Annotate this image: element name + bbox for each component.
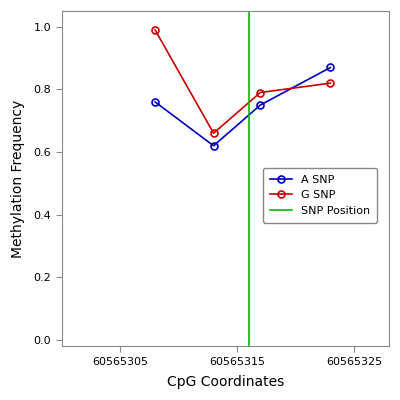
- Legend: A SNP, G SNP, SNP Position: A SNP, G SNP, SNP Position: [263, 168, 377, 222]
- A SNP: [211, 143, 216, 148]
- G SNP: [328, 81, 333, 86]
- G SNP: [153, 28, 158, 32]
- A SNP: [153, 100, 158, 104]
- A SNP: [328, 65, 333, 70]
- G SNP: [211, 131, 216, 136]
- G SNP: [258, 90, 263, 95]
- X-axis label: CpG Coordinates: CpG Coordinates: [167, 375, 284, 389]
- Line: A SNP: A SNP: [152, 64, 334, 149]
- Y-axis label: Methylation Frequency: Methylation Frequency: [11, 100, 25, 258]
- A SNP: [258, 103, 263, 108]
- Line: G SNP: G SNP: [152, 26, 334, 137]
